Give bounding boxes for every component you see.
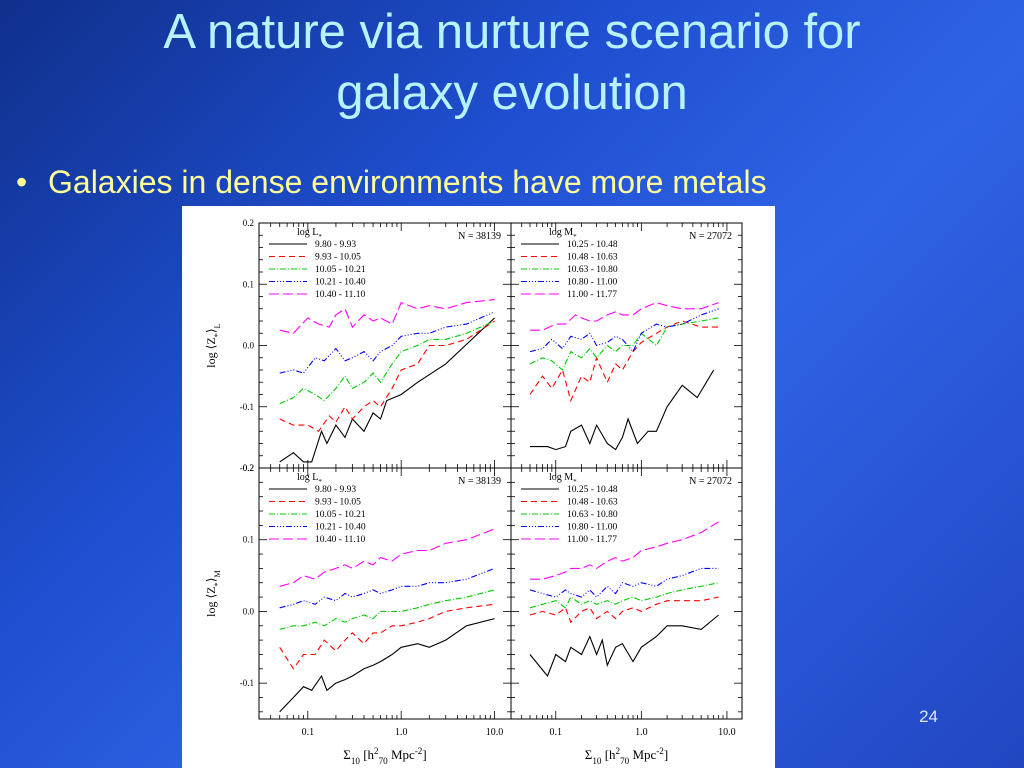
x-tick-label: 1.0 [635, 727, 648, 738]
slide-title: A nature via nurture scenario for galaxy… [0, 2, 1024, 124]
sample-size-annotation: N = 38139 [458, 476, 501, 487]
x-tick-label: 10.0 [486, 727, 504, 738]
x-tick-label: 0.1 [302, 727, 315, 738]
legend-label: 10.63 - 10.80 [567, 510, 618, 520]
legend-label: 10.80 - 11.00 [567, 523, 618, 533]
bullet-text: Galaxies in dense environments have more… [48, 164, 767, 200]
legend-label: 10.40 - 11.10 [315, 535, 366, 545]
chart-panel-top-left: 0.2 0.1 0.0 -0.1 -0.2 log ⟨Z*⟩L N = 38139 log L… [204, 218, 512, 473]
series-line [279, 567, 495, 609]
x-axis-label: Σ10 [h270 Mpc-2] [585, 746, 668, 766]
legend-label: 10.48 - 10.63 [567, 253, 618, 263]
series-line [530, 369, 715, 451]
legend-label: 10.21 - 10.40 [315, 523, 366, 533]
y-tick-label: 0.2 [243, 463, 254, 473]
series-line [279, 320, 495, 433]
series-line [279, 299, 495, 334]
legend-label: 9.93 - 10.05 [315, 253, 361, 263]
legend-title: log L* [297, 472, 322, 486]
y-tick-label: -0.2 [240, 463, 254, 473]
chart-panel-bottom-left: 0.2 0.1 0.0 -0.1 0.1 1.0 10.0 log ⟨Z*⟩M Σ10 [h27… [204, 463, 512, 766]
legend-label: 10.80 - 11.00 [567, 278, 618, 288]
x-tick-label: 1.0 [395, 727, 408, 738]
legend-label: 9.93 - 10.05 [315, 498, 361, 508]
metallicity-figure: 0.2 0.1 0.0 -0.1 -0.2 log ⟨Z*⟩L N = 38139 log L… [182, 206, 775, 768]
series-line [529, 596, 719, 624]
legend-label: 10.25 - 10.48 [567, 240, 618, 250]
legend-title: log L* [297, 227, 322, 241]
panel-frame [258, 467, 512, 720]
legend-title: log M* [549, 227, 577, 241]
slide-number: 24 [919, 707, 938, 726]
y-tick-label: 0.1 [243, 279, 254, 289]
legend-label: 10.63 - 10.80 [567, 265, 618, 275]
figure-canvas: 0.2 0.1 0.0 -0.1 -0.2 log ⟨Z*⟩L N = 38139 log L… [204, 218, 743, 766]
x-tick-label: 10.0 [718, 727, 736, 738]
legend-label: 10.21 - 10.40 [315, 278, 366, 288]
legend-label: 10.40 - 11.10 [315, 290, 366, 300]
series-line [279, 528, 495, 587]
legend-label: 10.05 - 10.21 [315, 265, 366, 275]
series-line [279, 320, 495, 405]
legend-label: 9.80 - 9.93 [315, 240, 356, 250]
series-line [529, 567, 719, 598]
x-tick-label: 0.1 [550, 727, 563, 738]
bullet-dot-icon: • [16, 164, 28, 200]
sample-size-annotation: N = 27072 [689, 476, 732, 487]
sample-size-annotation: N = 38139 [458, 231, 501, 242]
y-tick-label: -0.1 [240, 402, 254, 412]
legend-title: log M* [549, 472, 577, 486]
slide-title-line-2: galaxy evolution [336, 66, 688, 120]
legend-label: 11.00 - 11.77 [567, 535, 617, 545]
y-tick-label: 0.0 [243, 341, 255, 351]
legend-label: 11.00 - 11.77 [567, 290, 617, 300]
series-line [279, 618, 495, 713]
legend-label: 9.80 - 9.93 [315, 485, 356, 495]
chart-panel-top-right: N = 27072 log M*10.25 - 10.48 10.48 - 10.6… [510, 222, 743, 469]
panel-frame [510, 467, 743, 720]
legend-label: 10.05 - 10.21 [315, 510, 366, 520]
y-tick-label: -0.1 [240, 678, 254, 688]
series-line [279, 603, 495, 670]
y-tick-label: 0.1 [243, 535, 254, 545]
chart-panel-bottom-right: 0.1 1.0 10.0 Σ10 [h270 Mpc-2] N = 27072 log M… [510, 467, 743, 766]
y-tick-label: 0.2 [243, 218, 254, 228]
slide-title-line-1: A nature via nurture scenario for [163, 5, 861, 59]
legend-label: 10.25 - 10.48 [567, 485, 618, 495]
series-line [279, 589, 495, 630]
sample-size-annotation: N = 27072 [689, 231, 732, 242]
panel-frame [258, 222, 512, 469]
series-line [279, 317, 495, 463]
series-line [529, 582, 719, 609]
series-line [529, 308, 719, 353]
series-line [530, 521, 719, 580]
x-axis-label: Σ10 [h270 Mpc-2] [343, 746, 426, 766]
series-line [529, 614, 719, 678]
legend-label: 10.48 - 10.63 [567, 498, 618, 508]
series-line [279, 311, 495, 374]
y-axis-label: log ⟨Z*⟩M [204, 570, 222, 617]
series-line [530, 302, 719, 331]
y-tick-label: 0.0 [243, 606, 255, 616]
series-line [529, 320, 719, 403]
y-axis-label: log ⟨Z*⟩L [204, 323, 222, 367]
bullet-item: • Galaxies in dense environments have mor… [16, 160, 767, 204]
series-line [529, 317, 719, 371]
